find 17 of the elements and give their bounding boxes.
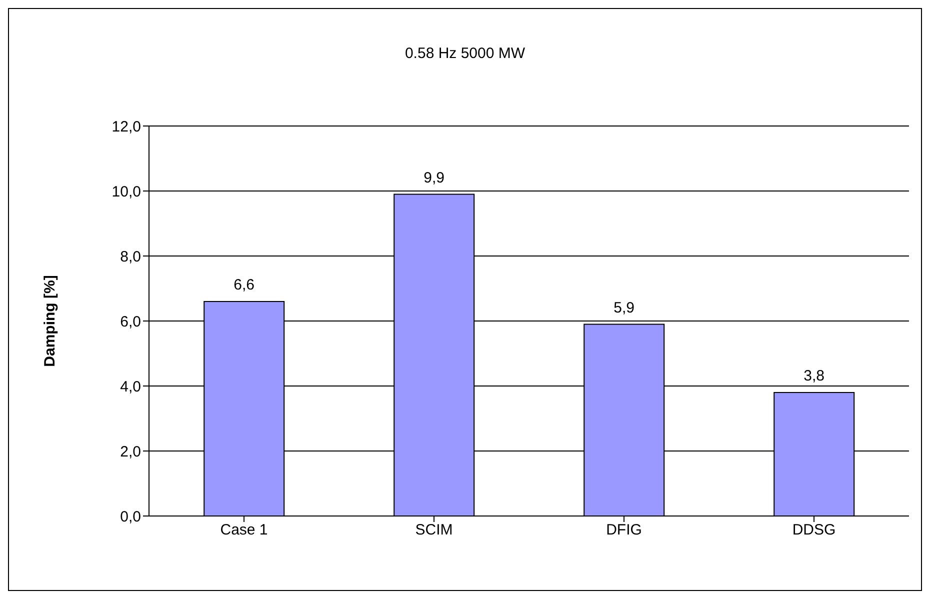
y-tick-label: 8,0 [120,248,141,266]
y-axis-title: Damping [%] [41,275,58,367]
y-tick-label: 6,0 [120,313,141,330]
chart-title: 0.58 Hz 5000 MW [404,45,526,62]
data-label: 6,6 [234,276,255,294]
y-tick-label: 10,0 [112,183,141,200]
y-tick-label: 2,0 [120,443,141,460]
x-tick-label: DDSG [792,522,836,539]
x-tick-label: SCIM [415,522,453,539]
data-label: 5,9 [614,299,635,316]
y-tick-label: 12,0 [112,118,141,136]
y-tick-label: 4,0 [120,378,141,396]
data-label: 9,9 [424,169,445,186]
data-label: 3,8 [804,368,825,384]
y-tick-label: 0,0 [120,508,141,526]
x-tick-label: DFIG [606,522,642,539]
x-tick-label: Case 1 [220,522,268,539]
